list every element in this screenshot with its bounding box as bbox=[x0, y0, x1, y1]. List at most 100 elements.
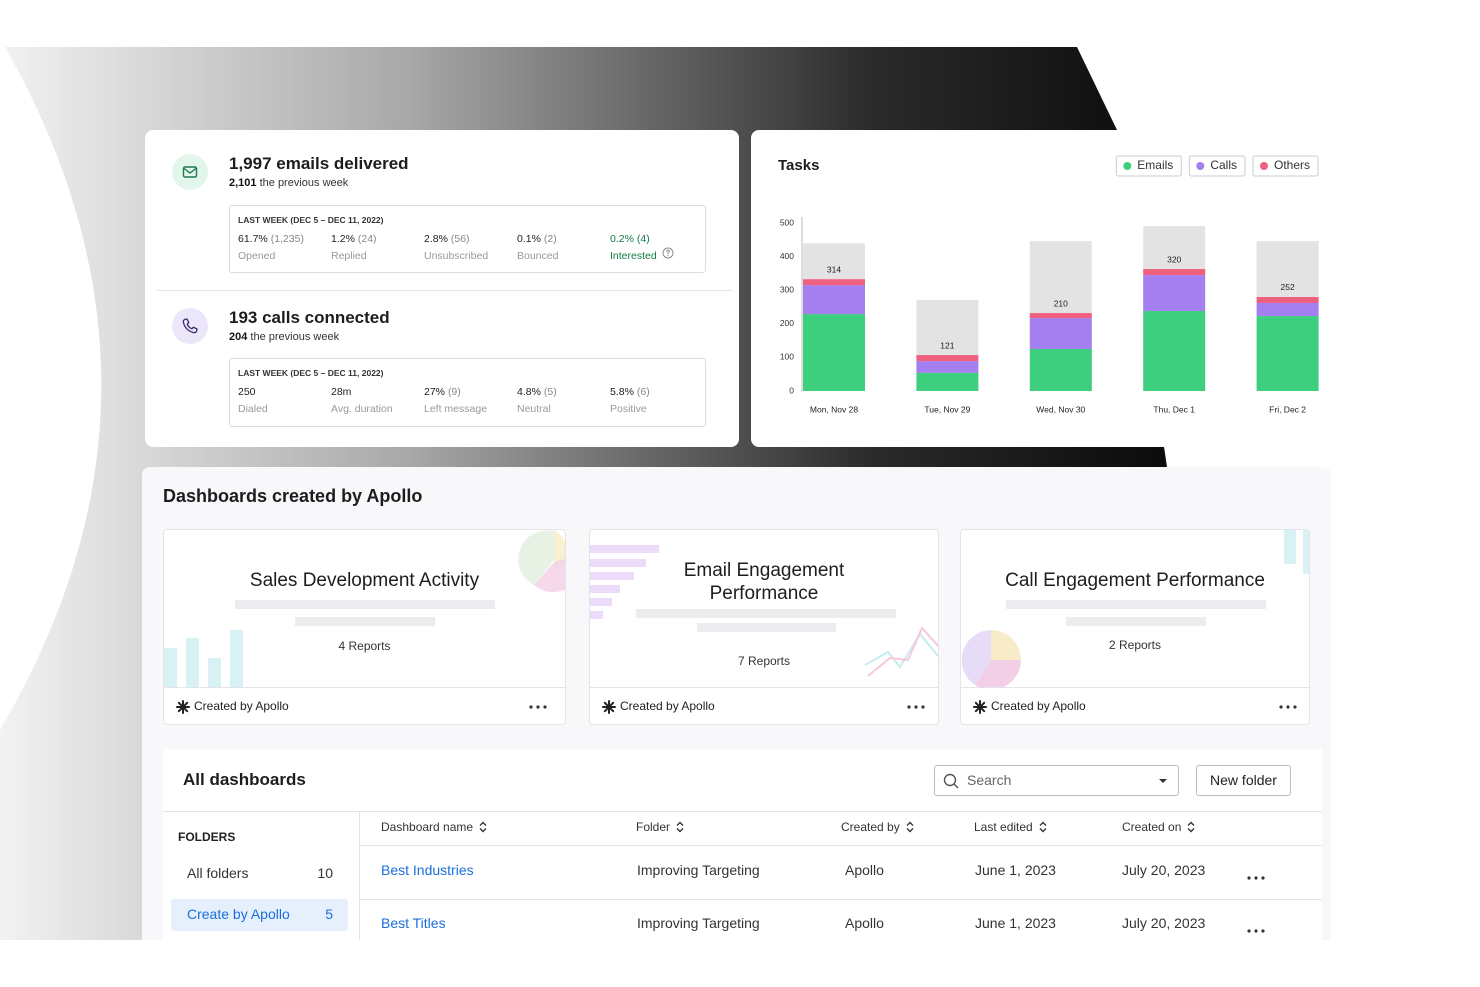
column-header[interactable]: Dashboard name bbox=[381, 820, 487, 834]
apollo-logo bbox=[176, 700, 190, 714]
bar-segment bbox=[1143, 311, 1206, 391]
metric-value: 1.2% bbox=[331, 233, 355, 245]
column-header[interactable]: Created on bbox=[1122, 820, 1195, 834]
column-header[interactable]: Folder bbox=[636, 820, 684, 834]
folder-selected bbox=[171, 899, 348, 931]
metric: 28m Avg. duration bbox=[331, 386, 424, 415]
metric-count: (4) bbox=[636, 233, 650, 245]
metric: 0.2% (4) Interested bbox=[610, 233, 703, 262]
bar-segment bbox=[803, 243, 865, 280]
bar-segment bbox=[1256, 316, 1319, 391]
card-title: Email Engagement Performance bbox=[683, 560, 845, 604]
column-name: Created on bbox=[1122, 820, 1182, 834]
table-cell: Improving Targeting bbox=[637, 862, 760, 878]
tasks-card: Tasks 0 100 200 300 400 500 314 Mon, Nov 28 121 T… bbox=[751, 130, 1340, 447]
metric: 1.2% (24) Replied bbox=[331, 233, 424, 262]
folder-name[interactable]: Create by Apollo bbox=[187, 906, 290, 922]
metric-label: Neutral bbox=[517, 403, 551, 415]
bar-segment bbox=[803, 314, 865, 391]
metric-label: Bounced bbox=[517, 250, 559, 262]
legend-item bbox=[1188, 155, 1246, 177]
dashboard-card[interactable]: Sales Development Activity 4 Reports Cre… bbox=[163, 529, 566, 725]
card-creator: Created by Apollo bbox=[991, 699, 1086, 713]
metric-count: (6) bbox=[636, 386, 650, 398]
column-header[interactable]: Last edited bbox=[974, 820, 1047, 834]
y-tick-label: 0 bbox=[789, 385, 794, 395]
metric-label: Positive bbox=[610, 403, 647, 415]
card-footer: Created by Apollo bbox=[164, 687, 565, 724]
bar-segment bbox=[803, 285, 865, 315]
table-cell: June 1, 2023 bbox=[975, 862, 1056, 878]
divider bbox=[360, 899, 1322, 900]
metric-count: (24) bbox=[357, 233, 377, 245]
more-button[interactable] bbox=[1247, 921, 1265, 939]
new-folder-button[interactable]: New folder bbox=[1196, 765, 1291, 796]
table-cell: Apollo bbox=[845, 862, 884, 878]
folder-name[interactable]: All folders bbox=[187, 865, 249, 881]
placeholder bbox=[697, 623, 836, 632]
search-box[interactable]: Search bbox=[934, 765, 1179, 796]
bar-segment bbox=[916, 372, 979, 391]
column-name: Last edited bbox=[974, 820, 1033, 834]
sort-icon bbox=[473, 820, 487, 834]
column-name: Dashboard name bbox=[381, 820, 474, 834]
y-tick-label: 500 bbox=[780, 217, 794, 227]
bar-segment bbox=[1029, 318, 1092, 349]
dashboard-card[interactable]: Email Engagement Performance 7 Reports C… bbox=[589, 529, 939, 725]
more-button[interactable] bbox=[529, 704, 547, 710]
x-tick-label: Tue, Nov 29 bbox=[924, 404, 970, 414]
metric-value-line: 4.8% (5) bbox=[517, 386, 610, 398]
card-creator: Created by Apollo bbox=[194, 699, 289, 713]
divider bbox=[157, 290, 733, 291]
metric-value: 0.2% bbox=[610, 233, 634, 245]
metric: 2.8% (56) Unsubscribed bbox=[424, 233, 517, 262]
metric-value-line: 250 bbox=[238, 386, 331, 398]
stats-card: 1,997 emails delivered 2,101 the previou… bbox=[145, 130, 739, 447]
bar-segment bbox=[1029, 349, 1092, 391]
metric: 5.8% (6) Positive bbox=[610, 386, 703, 415]
metric-value-line: 2.8% (56) bbox=[424, 233, 517, 245]
table-cell[interactable]: Best Titles bbox=[381, 915, 446, 931]
metric: 4.8% (5) Neutral bbox=[517, 386, 610, 415]
legend-label: Emails bbox=[1137, 158, 1173, 172]
column-header[interactable]: Created by bbox=[841, 820, 914, 834]
metric-value: 61.7% bbox=[238, 233, 268, 245]
search-icon bbox=[943, 773, 959, 789]
help-icon[interactable] bbox=[662, 247, 674, 259]
y-tick-label: 400 bbox=[780, 251, 794, 261]
metric-value-line: 0.2% (4) bbox=[610, 233, 703, 245]
email-previous-label: the previous week bbox=[259, 177, 349, 189]
metric-value-line: 28m bbox=[331, 386, 424, 398]
legend-item bbox=[1115, 155, 1182, 177]
metric-count: (56) bbox=[450, 233, 470, 245]
metric-label: Interested bbox=[610, 250, 657, 262]
placeholder bbox=[636, 609, 896, 618]
metric-value: 28m bbox=[331, 386, 352, 398]
more-button[interactable] bbox=[1247, 868, 1265, 886]
more-button[interactable] bbox=[907, 704, 925, 710]
bar-segment bbox=[916, 299, 979, 356]
metric: 61.7% (1,235) Opened bbox=[238, 233, 331, 262]
metric-count: (1,235) bbox=[270, 233, 304, 245]
card-decoration bbox=[961, 530, 1309, 687]
card-decoration bbox=[590, 545, 938, 677]
folder-count: 10 bbox=[317, 865, 333, 881]
more-button[interactable] bbox=[1279, 704, 1297, 710]
chart-title: Tasks bbox=[778, 157, 819, 174]
legend-swatch bbox=[1123, 162, 1132, 170]
sort-icon bbox=[1033, 820, 1047, 834]
dashboard-card[interactable]: Call Engagement Performance 2 Reports Cr… bbox=[960, 529, 1310, 725]
apollo-logo bbox=[973, 700, 987, 714]
call-previous: 204 the previous week bbox=[229, 331, 339, 343]
table-cell[interactable]: Best Industries bbox=[381, 862, 474, 878]
metric-label: Opened bbox=[238, 250, 276, 262]
metric-label: Dialed bbox=[238, 403, 268, 415]
legend-label: Calls bbox=[1210, 158, 1237, 172]
card-reports: 2 Reports bbox=[1108, 638, 1162, 652]
bar-segment bbox=[1256, 296, 1319, 303]
metric: 0.1% (2) Bounced bbox=[517, 233, 610, 262]
table-cell: Apollo bbox=[845, 915, 884, 931]
bar-segment bbox=[916, 361, 979, 373]
email-metrics: 61.7% (1,235) Opened 1.2% (24) Replied 2.8% … bbox=[238, 233, 703, 262]
